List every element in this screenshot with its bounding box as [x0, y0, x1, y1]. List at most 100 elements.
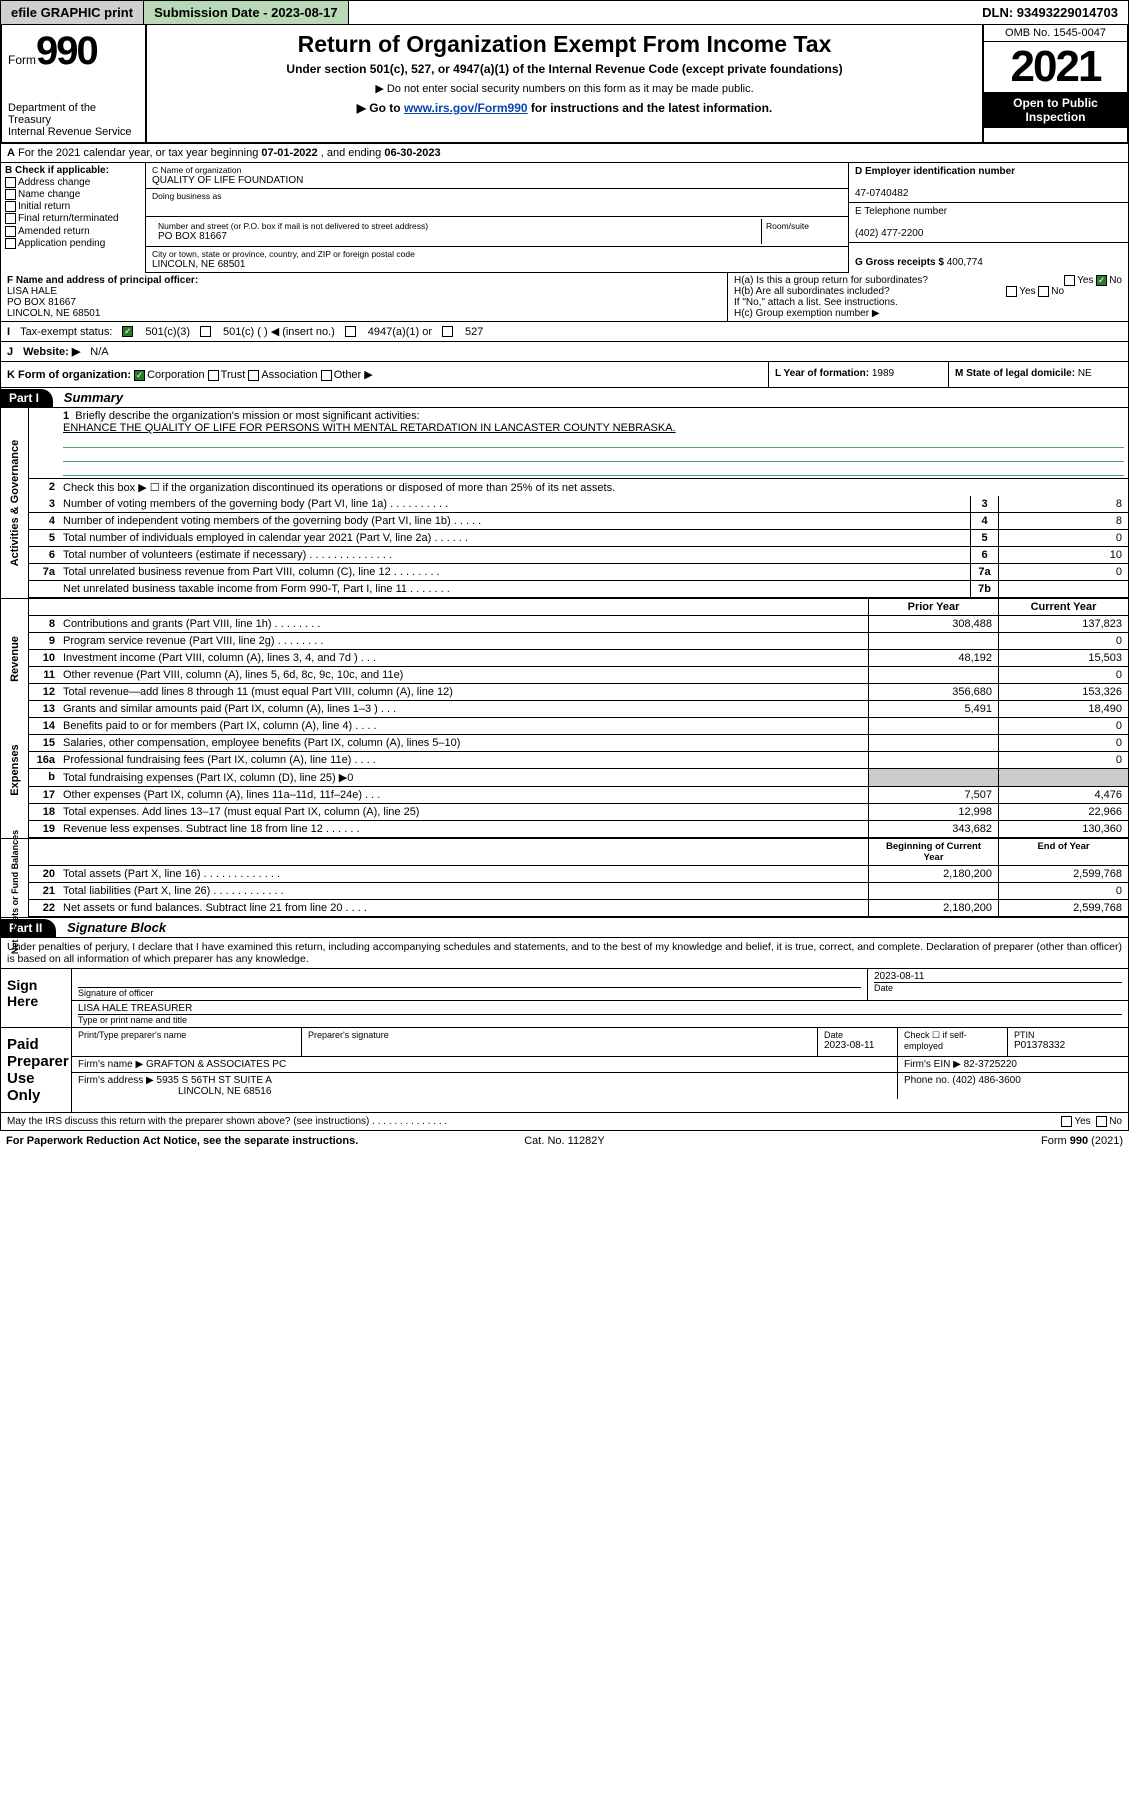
irs-link[interactable]: www.irs.gov/Form990	[404, 101, 528, 115]
col-current-year: Current Year	[998, 599, 1128, 615]
row-klm: K Form of organization: ✓Corporation Tru…	[0, 362, 1129, 388]
cb-application-pending[interactable]: Application pending	[5, 238, 141, 249]
i-label: I	[7, 326, 10, 338]
perjury-statement: Under penalties of perjury, I declare th…	[1, 938, 1128, 968]
cb-initial-return[interactable]: Initial return	[5, 201, 141, 212]
cb-final-return[interactable]: Final return/terminated	[5, 213, 141, 224]
ha-no[interactable]: No	[1109, 275, 1122, 286]
section-revenue: Revenue 8Contributions and grants (Part …	[0, 616, 1129, 701]
header-right: OMB No. 1545-0047 2021 Open to Public In…	[982, 25, 1127, 142]
hb-no[interactable]: No	[1051, 286, 1064, 297]
vtab-net-assets: Net Assets or Fund Balances	[1, 866, 29, 917]
omb-number: OMB No. 1545-0047	[984, 25, 1127, 42]
col-b-checkboxes: B Check if applicable: Address change Na…	[1, 163, 146, 273]
pt-date: 2023-08-11	[824, 1040, 891, 1051]
firm-addr1: 5935 S 56TH ST SUITE A	[157, 1075, 272, 1086]
ein-label: D Employer identification number	[855, 166, 1015, 177]
opt-501c: 501(c) ( ) ◀ (insert no.)	[223, 325, 335, 338]
cb-name-change[interactable]: Name change	[5, 189, 141, 200]
efile-button[interactable]: efile GRAPHIC print	[1, 1, 144, 24]
cb-501c3[interactable]: ✓	[122, 326, 133, 337]
sign-here-label: Sign Here	[1, 969, 71, 1027]
pt-self-employed[interactable]: Check ☐ if self-employed	[898, 1028, 1008, 1056]
cb-discuss-yes[interactable]	[1061, 1116, 1072, 1127]
exp-line-16a: 16aProfessional fundraising fees (Part I…	[29, 752, 1128, 769]
col-boy: Beginning of Current Year	[868, 839, 998, 865]
row-a-text: For the 2021 calendar year, or tax year …	[18, 147, 261, 159]
vtab-governance: Activities & Governance	[1, 408, 29, 598]
m-value: NE	[1078, 368, 1092, 379]
year-begin: 07-01-2022	[261, 147, 317, 159]
row-fh: F Name and address of principal officer:…	[0, 273, 1129, 322]
part2-header: Part II Signature Block	[0, 918, 1129, 938]
tax-year: 2021	[984, 42, 1127, 92]
cb-4947[interactable]	[345, 326, 356, 337]
cb-address-change[interactable]: Address change	[5, 177, 141, 188]
opt-trust: Trust	[221, 369, 246, 381]
exp-line-17: 17Other expenses (Part IX, column (A), l…	[29, 787, 1128, 804]
cb-other[interactable]	[321, 370, 332, 381]
city-label: City or town, state or province, country…	[152, 249, 842, 259]
opt-527: 527	[465, 326, 483, 338]
addr-label: Number and street (or P.O. box if mail i…	[158, 221, 755, 231]
part1-bar: Part I	[1, 389, 53, 407]
opt-other: Other ▶	[334, 369, 373, 381]
hb-yes[interactable]: Yes	[1019, 286, 1035, 297]
rev-line-11: 11Other revenue (Part VIII, column (A), …	[29, 667, 1128, 684]
submission-date: Submission Date - 2023-08-17	[144, 1, 349, 24]
ha-yes[interactable]: Yes	[1077, 275, 1093, 286]
city-cell: City or town, state or province, country…	[146, 247, 848, 273]
officer-addr2: LINCOLN, NE 68501	[7, 308, 100, 319]
ein-value: 47-0740482	[855, 188, 908, 199]
officer-name-title: LISA HALE TREASURER	[78, 1003, 1122, 1014]
cb-amended-return[interactable]: Amended return	[5, 226, 141, 237]
net-line-21: 21Total liabilities (Part X, line 26) . …	[29, 883, 1128, 900]
section-governance: Activities & Governance 1 Briefly descri…	[0, 408, 1129, 598]
col-prior-year: Prior Year	[868, 599, 998, 615]
pt-name-label: Print/Type preparer's name	[78, 1030, 295, 1040]
top-bar: efile GRAPHIC print Submission Date - 20…	[0, 0, 1129, 25]
open-inspection: Open to Public Inspection	[984, 92, 1127, 128]
l-value: 1989	[872, 368, 894, 379]
net-line-20: 20Total assets (Part X, line 16) . . . .…	[29, 866, 1128, 883]
org-name: QUALITY OF LIFE FOUNDATION	[152, 175, 842, 186]
phone-value: (402) 477-2200	[855, 228, 923, 239]
gov-line-7a: 7aTotal unrelated business revenue from …	[29, 564, 1128, 581]
ptin-label: PTIN	[1014, 1030, 1122, 1040]
opt-501c3: 501(c)(3)	[145, 326, 190, 338]
m-label: M State of legal domicile:	[955, 368, 1078, 379]
cb-501c[interactable]	[200, 326, 211, 337]
l-year-formation: L Year of formation: 1989	[768, 362, 948, 387]
gov-line-5: 5Total number of individuals employed in…	[29, 530, 1128, 547]
goto-pre: ▶ Go to	[357, 101, 404, 115]
signature-block: Under penalties of perjury, I declare th…	[0, 938, 1129, 1131]
cb-discuss-no[interactable]	[1096, 1116, 1107, 1127]
cb-527[interactable]	[442, 326, 453, 337]
row-a-mid: , and ending	[321, 147, 385, 159]
hb-label: H(b) Are all subordinates included?	[734, 286, 890, 297]
i-text: Tax-exempt status:	[20, 326, 112, 338]
opt-corp: Corporation	[147, 369, 204, 381]
sig-officer-label: Signature of officer	[78, 987, 861, 998]
k-form-org: K Form of organization: ✓Corporation Tru…	[1, 362, 768, 387]
paid-preparer-label: Paid Preparer Use Only	[1, 1028, 71, 1112]
cb-corporation[interactable]: ✓	[134, 370, 145, 381]
discuss-yes: Yes	[1074, 1116, 1090, 1127]
cb-trust[interactable]	[208, 370, 219, 381]
col-eoy: End of Year	[998, 839, 1128, 865]
pt-date-label: Date	[824, 1030, 891, 1040]
dba-label: Doing business as	[152, 191, 842, 201]
m-domicile: M State of legal domicile: NE	[948, 362, 1128, 387]
goto-post: for instructions and the latest informat…	[528, 101, 773, 115]
discuss-row: May the IRS discuss this return with the…	[1, 1112, 1128, 1130]
exp-line-13: 13Grants and similar amounts paid (Part …	[29, 701, 1128, 718]
mission-block: 1 Briefly describe the organization's mi…	[29, 408, 1128, 479]
discuss-text: May the IRS discuss this return with the…	[7, 1116, 1061, 1127]
officer-name: LISA HALE	[7, 286, 57, 297]
row-j-website: J Website: ▶ N/A	[0, 342, 1129, 362]
gross-label: G Gross receipts $	[855, 257, 947, 268]
header-left: Form990 Department of the Treasury Inter…	[2, 25, 147, 142]
gross-receipts-cell: G Gross receipts $ 400,774	[849, 243, 1128, 271]
cb-association[interactable]	[248, 370, 259, 381]
k-label: K Form of organization:	[7, 369, 131, 381]
